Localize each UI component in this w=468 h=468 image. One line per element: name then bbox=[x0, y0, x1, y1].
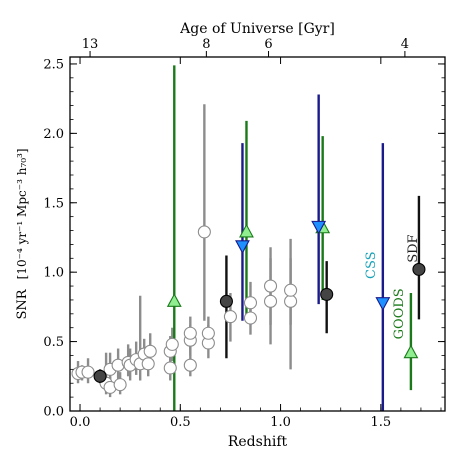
annotation-label: SDF bbox=[406, 234, 421, 262]
x-tick-label: 0.5 bbox=[170, 415, 191, 430]
data-point bbox=[141, 357, 155, 371]
y-tick-label: 1.0 bbox=[43, 266, 64, 281]
y-axis-label-main: SNR bbox=[15, 288, 30, 319]
data-point bbox=[93, 369, 107, 383]
data-point bbox=[239, 223, 254, 238]
data-point bbox=[81, 365, 95, 379]
data-point bbox=[183, 326, 197, 340]
data-point bbox=[113, 378, 127, 392]
y-tick-label: 2.0 bbox=[43, 127, 64, 142]
top-tick-label: 8 bbox=[202, 37, 210, 52]
x-axis-label: Redshift bbox=[228, 434, 288, 450]
data-point bbox=[403, 344, 419, 359]
data-point bbox=[311, 220, 327, 235]
data-point bbox=[243, 296, 258, 310]
x-tick-label: 1.5 bbox=[370, 415, 391, 430]
data-point bbox=[223, 310, 237, 324]
data-point bbox=[197, 225, 211, 239]
data-point bbox=[284, 294, 298, 308]
data-point bbox=[263, 279, 278, 293]
data-point bbox=[219, 294, 233, 308]
top-tick-label: 13 bbox=[82, 37, 99, 52]
data-point bbox=[201, 326, 215, 340]
x-tick-label: 0.0 bbox=[70, 415, 91, 430]
annotation-label: CSS bbox=[364, 251, 379, 279]
markers bbox=[71, 219, 426, 394]
data-point bbox=[284, 283, 298, 297]
data-point bbox=[263, 294, 278, 308]
data-point bbox=[375, 297, 391, 311]
annotation-label: GOODS bbox=[392, 288, 407, 339]
y-tick-label: 2.5 bbox=[43, 57, 64, 72]
annotations: CSS GOODS SDF bbox=[364, 234, 421, 339]
data-point bbox=[163, 361, 177, 375]
data-point bbox=[165, 337, 179, 351]
top-tick-label: 4 bbox=[401, 37, 409, 52]
tick-layer: 0.0 0.5 1.0 1.5 0.0 0.5 1.0 1.5 2.0 2.5 13 8 6 4 bbox=[43, 37, 445, 430]
data-point bbox=[412, 262, 426, 276]
data-point bbox=[235, 240, 250, 254]
data-point bbox=[243, 311, 258, 325]
x-tick-label: 1.0 bbox=[270, 415, 291, 430]
y-tick-label: 0.0 bbox=[43, 405, 64, 420]
data-point bbox=[320, 287, 334, 301]
y-tick-label: 1.5 bbox=[43, 196, 64, 211]
y-tick-label: 0.5 bbox=[43, 335, 64, 350]
y-axis-label-units: [10⁻⁴ yr⁻¹ Mpc⁻³ h₇₀³] bbox=[15, 148, 29, 279]
top-axis-label: Age of Universe [Gyr] bbox=[179, 21, 335, 37]
data-point bbox=[166, 293, 182, 307]
data-point bbox=[143, 344, 157, 358]
data-point bbox=[183, 358, 197, 372]
y-axis-label: SNR [10⁻⁴ yr⁻¹ Mpc⁻³ h₇₀³] bbox=[15, 148, 30, 319]
top-tick-label: 6 bbox=[264, 37, 272, 52]
plot-frame bbox=[69, 56, 446, 412]
